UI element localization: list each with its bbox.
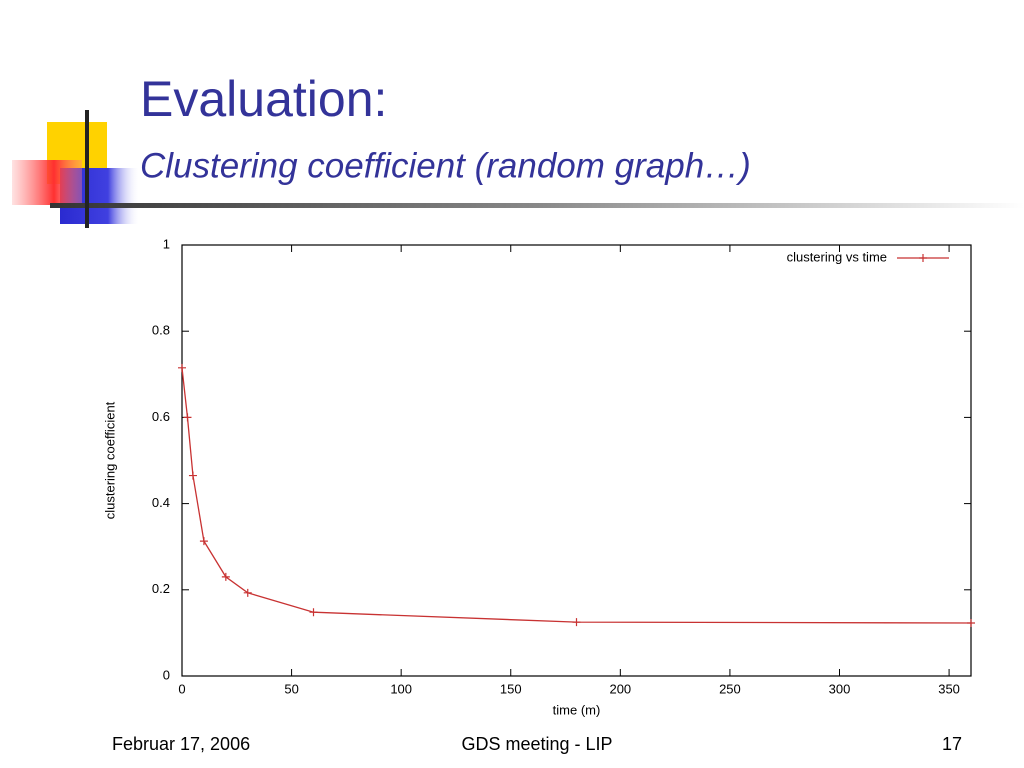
point-marker	[572, 618, 581, 627]
y-tick-label: 0	[163, 667, 170, 682]
x-tick-label: 350	[938, 681, 960, 696]
chart: 0 0.2 0.4 0.6 0.8 1 0 50 100 150 200 250 300 350 time …	[102, 236, 975, 717]
x-tick-label: 100	[390, 681, 412, 696]
footer-date: Februar 17, 2006	[112, 734, 250, 754]
y-axis-label: clustering coefficient	[102, 401, 117, 519]
plot-frame	[181, 244, 972, 677]
y-tick-label: 0.6	[152, 409, 170, 424]
x-tick-label: 0	[178, 681, 185, 696]
x-tick-label: 250	[719, 681, 741, 696]
point-marker	[188, 471, 197, 480]
point-marker	[199, 537, 208, 546]
point-marker	[178, 363, 186, 372]
legend-marker	[919, 254, 927, 262]
point-marker	[243, 588, 252, 597]
x-tick-label: 50	[284, 681, 298, 696]
x-tick-label: 300	[829, 681, 851, 696]
legend-label: clustering vs time	[787, 249, 887, 264]
slide-title: Evaluation:	[140, 71, 387, 127]
point-marker	[183, 413, 192, 422]
slide-subtitle: Clustering coefficient (random graph…)	[140, 146, 751, 185]
point-marker	[221, 572, 230, 581]
point-marker	[967, 618, 975, 627]
y-tick-label: 1	[163, 236, 170, 251]
y-tick-label: 0.4	[152, 495, 170, 510]
y-tick-label: 0.2	[152, 581, 170, 596]
footer-event: GDS meeting - LIP	[461, 734, 612, 754]
y-tick-label: 0.8	[152, 323, 170, 338]
x-axis-label: time (m)	[553, 702, 601, 717]
point-marker	[309, 608, 318, 617]
slide-decoration	[12, 110, 1024, 228]
footer-page: 17	[942, 734, 962, 754]
x-tick-label: 200	[609, 681, 631, 696]
x-tick-label: 150	[500, 681, 522, 696]
series-line	[181, 367, 972, 624]
